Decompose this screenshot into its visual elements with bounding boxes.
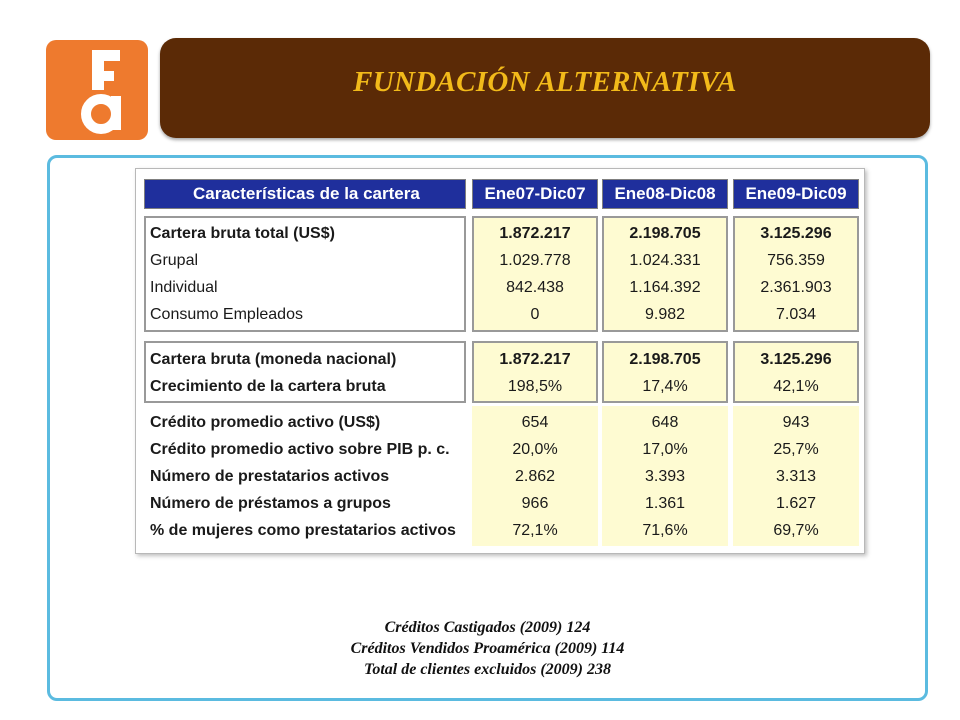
cell-value: 20,0% [512,441,558,458]
borrower-stats-values-2007: 654 20,0% 2.862 966 72,1% [472,406,598,546]
cell-value: 3.313 [775,468,817,485]
note-sold-loans: Créditos Vendidos Proamérica (2009) 114 [350,640,625,657]
cell-value: 1.627 [775,495,817,512]
cell-value: 3.125.296 [760,351,832,368]
row-label: % de mujeres como prestatarios activos [150,522,456,539]
cell-value: 1.024.331 [629,252,701,269]
cell-value: 842.438 [506,279,564,296]
borrower-stats-values-2008: 648 17,0% 3.393 1.361 71,6% [602,406,728,546]
borrower-stats-values-2009: 943 25,7% 3.313 1.627 69,7% [733,406,859,546]
cell-value: 2.198.705 [629,225,701,242]
cell-value: 17,4% [642,378,688,395]
header-banner: FUNDACIÓN ALTERNATIVA [160,38,930,138]
cell-value: 25,7% [773,441,819,458]
note-excluded-clients: Total de clientes excluidos (2009) 238 [364,661,611,678]
cell-value: 71,6% [642,522,688,539]
note-written-off-loans: Créditos Castigados (2009) 124 [384,619,591,636]
cell-value: 42,1% [773,378,819,395]
cell-value: 69,7% [773,522,819,539]
fa-logo-icon [81,50,121,134]
row-label: Crédito promedio activo sobre PIB p. c. [150,441,450,458]
cell-value: 17,0% [642,441,688,458]
cell-value: 9.982 [644,306,686,323]
cell-value: 756.359 [767,252,825,269]
cell-value: 2.198.705 [629,351,701,368]
row-label: Crecimiento de la cartera bruta [150,378,386,395]
portfolio-table: Características de la cartera Ene07-Dic0… [135,168,865,554]
cell-value: 1.361 [644,495,686,512]
fundacion-logo [46,40,148,140]
cell-value: 3.125.296 [760,225,832,242]
cell-value: 1.872.217 [499,225,571,242]
cell-value: 943 [782,414,810,431]
row-label: Individual [150,279,218,296]
footnotes: Créditos Castigados (2009) 124 Créditos … [47,617,928,680]
local-currency-values-2009: 3.125.296 42,1% [733,341,859,403]
cell-value: 2.361.903 [760,279,832,296]
cell-value: 7.034 [775,306,817,323]
row-label: Número de prestatarios activos [150,468,390,485]
cell-value: 654 [521,414,549,431]
cell-value: 3.393 [644,468,686,485]
borrower-stats-labels: Crédito promedio activo (US$) Crédito pr… [144,406,466,546]
cell-value: 0 [530,306,540,323]
gross-portfolio-values-2009: 3.125.296 756.359 2.361.903 7.034 [733,216,859,332]
cell-value: 1.872.217 [499,351,571,368]
cell-value: 2.862 [514,468,556,485]
cell-value: 1.164.392 [629,279,701,296]
row-label: Grupal [150,252,199,269]
cell-value: 648 [651,414,679,431]
cell-value: 966 [521,495,549,512]
column-header-2009: Ene09-Dic09 [733,179,859,209]
row-label: Cartera bruta (moneda nacional) [150,351,397,368]
row-label: Crédito promedio activo (US$) [150,414,381,431]
cell-value: 1.029.778 [499,252,571,269]
column-header-2007: Ene07-Dic07 [472,179,598,209]
gross-portfolio-values-2007: 1.872.217 1.029.778 842.438 0 [472,216,598,332]
page-title: FUNDACIÓN ALTERNATIVA [353,66,737,98]
gross-portfolio-labels: Cartera bruta total (US$) Grupal Individ… [144,216,466,332]
row-label: Consumo Empleados [150,306,303,323]
gross-portfolio-values-2008: 2.198.705 1.024.331 1.164.392 9.982 [602,216,728,332]
column-header-2008: Ene08-Dic08 [602,179,728,209]
local-currency-values-2007: 1.872.217 198,5% [472,341,598,403]
row-label: Número de préstamos a grupos [150,495,391,512]
local-currency-labels: Cartera bruta (moneda nacional) Crecimie… [144,341,466,403]
table-header-label: Características de la cartera [144,179,466,209]
cell-value: 72,1% [512,522,558,539]
local-currency-values-2008: 2.198.705 17,4% [602,341,728,403]
cell-value: 198,5% [507,378,563,395]
row-label: Cartera bruta total (US$) [150,225,335,242]
